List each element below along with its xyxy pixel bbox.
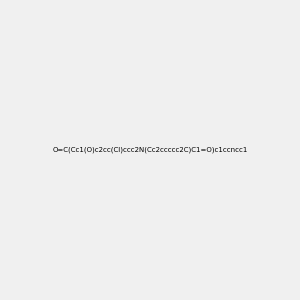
Text: O=C(Cc1(O)c2cc(Cl)ccc2N(Cc2ccccc2C)C1=O)c1ccncc1: O=C(Cc1(O)c2cc(Cl)ccc2N(Cc2ccccc2C)C1=O)… (52, 147, 248, 153)
